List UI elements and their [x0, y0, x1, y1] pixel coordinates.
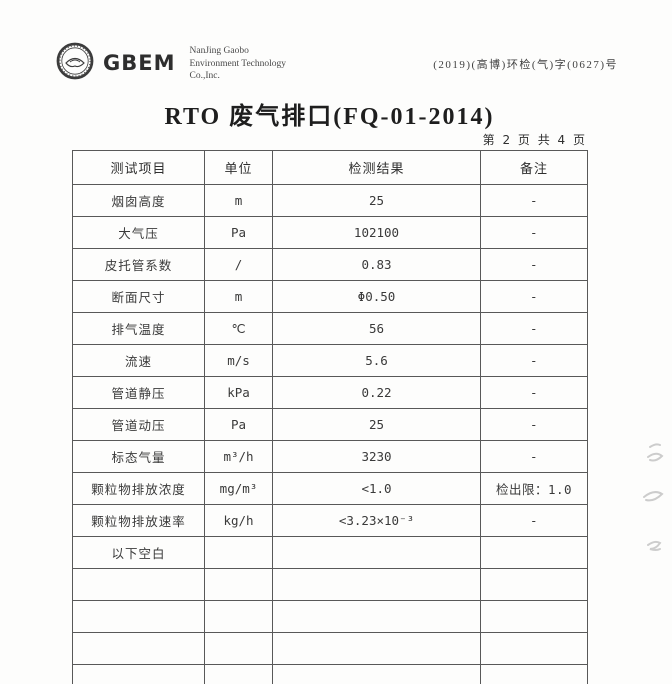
cell-item: 管道静压	[72, 376, 205, 409]
brand-text: GBEM	[103, 51, 176, 75]
cell-note: -	[480, 440, 588, 473]
cell-unit: ℃	[204, 312, 273, 345]
cell-unit: m	[204, 184, 273, 217]
cell-note	[480, 632, 588, 665]
cell-item: 皮托管系数	[72, 248, 205, 281]
cell-item: 流速	[72, 344, 205, 377]
cell-note: -	[480, 504, 588, 537]
table-row: 皮托管系数/0.83-	[72, 248, 588, 281]
header-unit: 单位	[204, 150, 273, 185]
cell-result: 5.6	[272, 344, 481, 377]
cell-unit: m	[204, 280, 273, 313]
header-note: 备注	[480, 150, 588, 185]
cell-result: 0.83	[272, 248, 481, 281]
cell-result: Φ0.50	[272, 280, 481, 313]
company-line-1: NanJing Gaobo	[189, 46, 249, 56]
cell-unit	[204, 632, 273, 665]
cell-unit: Pa	[204, 408, 273, 441]
table-row: 排气温度 ℃ 56-	[72, 312, 588, 345]
cell-item: 标态气量	[72, 440, 205, 473]
table-row: 标态气量 m³/h 3230-	[72, 440, 588, 473]
cell-unit: kg/h	[204, 504, 273, 537]
table-row: 管道动压 Pa 25-	[72, 408, 588, 441]
cell-item: 管道动压	[72, 408, 205, 441]
cell-result: 102100	[272, 216, 481, 249]
report-header: GBEM NanJing Gaobo Environment Technolog…	[56, 42, 286, 83]
table-row: 以下空白	[72, 536, 588, 569]
cell-note: -	[480, 248, 588, 281]
cell-note: -	[480, 344, 588, 377]
cell-note: -	[480, 408, 588, 441]
cell-result: 56	[272, 312, 481, 345]
cell-note: -	[480, 280, 588, 313]
cell-result: <3.23×10⁻³	[272, 504, 481, 537]
table-header-row: 测试项目 单位 检测结果 备注	[72, 150, 588, 185]
table-row: 颗粒物排放速率 kg/h <3.23×10⁻³ -	[72, 504, 588, 537]
cell-result: 0.22	[272, 376, 481, 409]
cell-note	[480, 568, 588, 601]
header-result: 检测结果	[272, 150, 481, 185]
cell-unit	[204, 568, 273, 601]
cell-unit	[204, 664, 273, 684]
document-number: (2019)(高博)环检(气)字(0627)号	[433, 59, 618, 71]
cell-item: 颗粒物排放浓度	[72, 472, 205, 505]
cell-note: -	[480, 376, 588, 409]
cell-unit: mg/m³	[204, 472, 273, 505]
company-line-3: Co.,Inc.	[189, 71, 220, 82]
table-row	[72, 632, 588, 665]
page-indicator: 第 2 页 共 4 页	[482, 133, 587, 147]
cell-item	[72, 600, 205, 633]
company-line-2: Environment Technology	[189, 58, 287, 69]
cell-item: 以下空白	[72, 536, 205, 569]
cell-unit: Pa	[204, 216, 273, 249]
cell-unit: m³/h	[204, 440, 273, 473]
cell-result: 25	[272, 408, 481, 441]
cell-note	[480, 536, 588, 569]
cell-item	[72, 632, 205, 665]
results-table: 测试项目 单位 检测结果 备注 烟囱高度 m 25- 大气压 Pa 102100- 皮托管系…	[72, 150, 588, 684]
cell-item: 排气温度	[72, 312, 205, 345]
cell-result: 25	[272, 184, 481, 217]
cell-unit	[204, 536, 273, 569]
cell-note: -	[480, 216, 588, 249]
table-row: 断面尺寸 m Φ0.50-	[72, 280, 588, 313]
cell-result	[272, 632, 481, 665]
cell-item: 烟囱高度	[72, 184, 205, 217]
cell-item: 断面尺寸	[72, 280, 205, 313]
table-row: 管道静压 kPa 0.22-	[72, 376, 588, 409]
cell-result	[272, 536, 481, 569]
cell-unit: m/s	[204, 344, 273, 377]
cell-result	[272, 664, 481, 684]
cell-unit	[204, 600, 273, 633]
cell-note: -	[480, 312, 588, 345]
page-title: RTO 废气排口(FQ-01-2014)	[164, 104, 495, 130]
company-name: NanJing Gaobo Environment Technology Co.…	[190, 45, 287, 83]
cell-item: 颗粒物排放速率	[72, 504, 205, 537]
table-row: 颗粒物排放浓度 mg/m³ <1.0 检出限：1.0	[72, 472, 588, 505]
results-table-body: 烟囱高度 m 25- 大气压 Pa 102100- 皮托管系数/0.83- 断面尺寸 m Φ0.5…	[72, 184, 588, 684]
header-test-item: 测试项目	[72, 150, 205, 185]
table-row: 流速 m/s 5.6-	[72, 344, 588, 377]
table-row	[72, 664, 588, 684]
cell-item	[72, 568, 205, 601]
cell-unit: /	[204, 248, 273, 281]
table-row	[72, 568, 588, 601]
cell-note	[480, 664, 588, 684]
cell-note	[480, 600, 588, 633]
table-row: 大气压 Pa 102100-	[72, 216, 588, 249]
cell-item	[72, 664, 205, 684]
table-row	[72, 600, 588, 633]
cell-result: <1.0	[272, 472, 481, 505]
cell-result: 3230	[272, 440, 481, 473]
cell-unit: kPa	[204, 376, 273, 409]
gbem-logo-icon	[56, 42, 94, 80]
cell-note: -	[480, 184, 588, 217]
table-row: 烟囱高度 m 25-	[72, 184, 588, 217]
scan-artifact-marks	[643, 443, 664, 551]
cell-result	[272, 600, 481, 633]
cell-item: 大气压	[72, 216, 205, 249]
cell-result	[272, 568, 481, 601]
cell-note: 检出限：1.0	[480, 472, 588, 505]
